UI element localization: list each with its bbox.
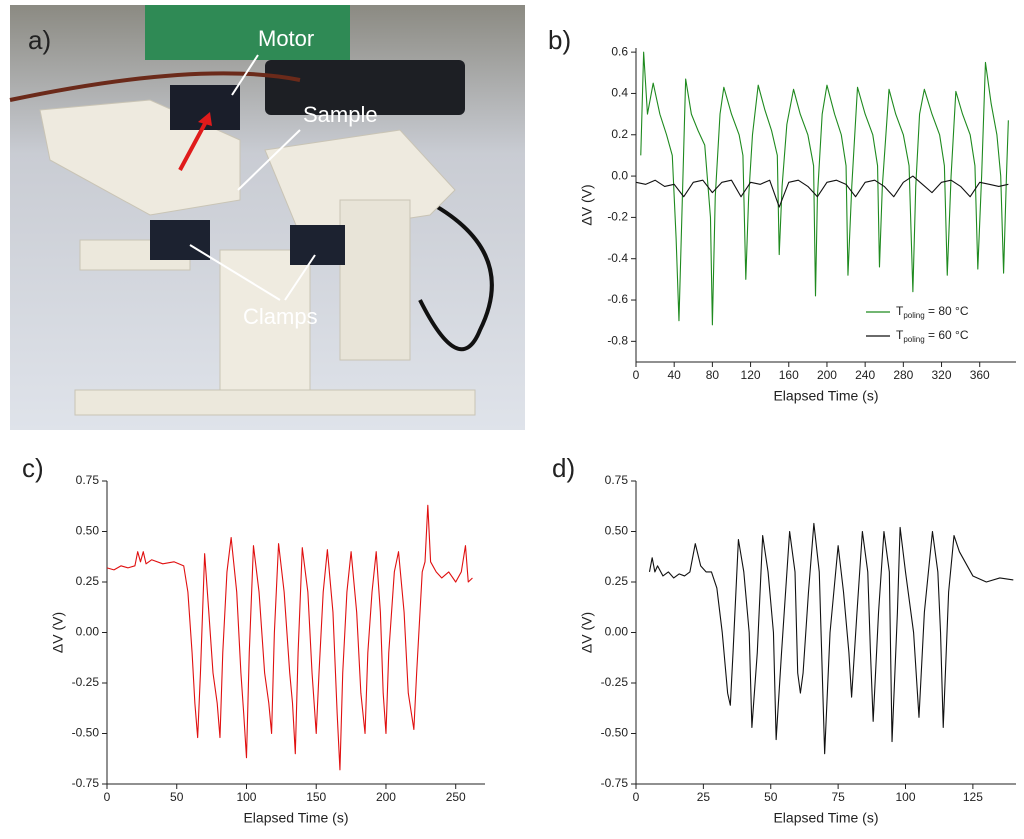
x-tick-label: 100 [895,790,915,804]
x-tick-label: 120 [741,368,761,382]
legend-text-part: = 80 °C [925,304,969,318]
panel-label: b) [548,25,571,55]
x-tick-label: 250 [446,790,466,804]
x-axis-label: Elapsed Time (s) [773,388,878,404]
x-tick-label: 100 [236,790,256,804]
chart: d) -0.75 -0.50 -0.25 0.00 0.25 0.50 0.75 0 25 50 75… [552,453,1016,826]
arrow [178,117,210,171]
stand [339,199,411,361]
y-tick-label: -0.50 [72,726,100,740]
x-tick-label: 0 [633,368,640,382]
x-tick-label: 200 [376,790,396,804]
y-tick-label: 0.50 [605,524,629,538]
panel-label: d) [552,453,575,483]
arrow-head [198,112,212,126]
y-tick-label: 0.25 [605,574,629,588]
cable [9,71,301,102]
x-axis-label: Elapsed Time (s) [773,810,878,826]
legend-label: Tpoling = 80 °C [896,304,969,320]
legend-label: Tpoling = 60 °C [896,328,969,344]
y-tick-label: -0.6 [607,292,628,306]
cable [418,198,494,352]
x-tick-label: 75 [831,790,845,804]
y-tick-label: 0.2 [611,127,628,141]
y-tick-label: 0.75 [76,473,100,487]
y-tick-label: -0.25 [601,675,629,689]
y-tick-label: -0.4 [607,251,628,265]
data-line [648,522,1014,755]
x-tick-label: 320 [932,368,952,382]
y-tick-label: -0.25 [72,675,100,689]
data-line [106,504,473,771]
data-line [640,51,1009,326]
y-axis-label: ΔV (V) [579,184,595,225]
y-tick-label: 0.50 [76,524,100,538]
x-tick-label: 40 [668,368,682,382]
photo-label: Clamps [243,304,318,329]
y-tick-label: -0.75 [601,776,629,790]
power-supply [265,60,465,115]
legend-text-part: T [896,304,904,318]
x-tick-label: 125 [963,790,983,804]
x-tick-label: 0 [104,790,111,804]
panel-label: a) [28,25,51,55]
clamp [150,220,210,260]
leader-line [237,129,301,191]
x-tick-label: 25 [697,790,711,804]
x-tick-label: 280 [893,368,913,382]
clamp [290,225,345,265]
x-tick-label: 0 [633,790,640,804]
legend-text-part: poling [903,311,924,320]
panel-label: c) [22,453,44,483]
y-tick-label: 0.00 [605,625,629,639]
x-tick-label: 80 [706,368,720,382]
legend-text-part: poling [903,335,924,344]
y-tick-label: 0.00 [76,625,100,639]
photo-label: Sample [303,102,378,127]
y-tick-label: -0.50 [601,726,629,740]
x-axis-label: Elapsed Time (s) [243,810,348,826]
circuit-board [145,5,350,60]
chart: c) -0.75 -0.50 -0.25 0.00 0.25 0.50 0.75 0 50 100 1… [22,453,485,826]
legend-text-part: = 60 °C [925,328,969,342]
x-tick-label: 150 [306,790,326,804]
y-tick-label: -0.2 [607,210,628,224]
x-tick-label: 360 [970,368,990,382]
leader-line [189,244,281,301]
legend-text-part: T [896,328,904,342]
chart: b) -0.8 -0.6 -0.4 -0.2 0.0 0.2 0.4 0.6 0 40 80 120 16… [548,25,1016,404]
y-tick-label: 0.0 [611,168,628,182]
x-tick-label: 160 [779,368,799,382]
y-tick-label: -0.8 [607,334,628,348]
base [74,389,476,416]
x-tick-label: 240 [855,368,875,382]
y-tick-label: 0.4 [611,86,628,100]
x-tick-label: 50 [170,790,184,804]
leader-line [231,54,259,96]
y-axis-label: ΔV (V) [50,612,66,653]
y-tick-label: 0.75 [605,473,629,487]
y-tick-label: 0.25 [76,574,100,588]
photo-label: Motor [258,26,314,51]
x-tick-label: 200 [817,368,837,382]
y-tick-label: 0.6 [611,44,628,58]
photo: Motor Sample Clamps a) [9,5,525,430]
x-tick-label: 50 [764,790,778,804]
y-axis-label: ΔV (V) [579,612,595,653]
leader-line [284,254,316,301]
y-tick-label: -0.75 [72,776,100,790]
data-line [635,175,1009,208]
